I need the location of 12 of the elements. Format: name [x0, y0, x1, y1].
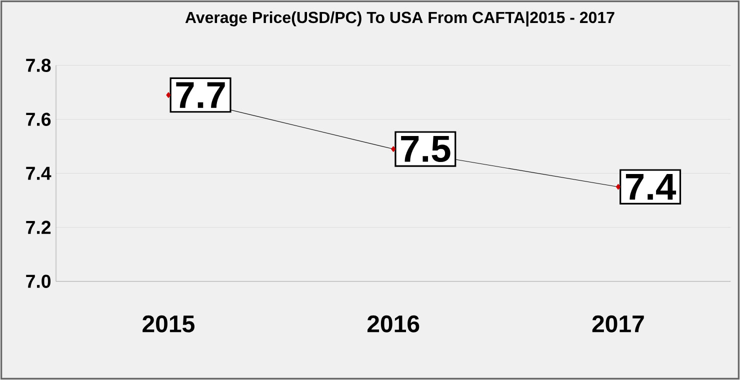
y-tick-label: 7.8	[26, 58, 51, 72]
data-label: 7.5	[401, 136, 450, 162]
x-tick-label: 2017	[592, 315, 644, 332]
y-tick-label: 7.2	[26, 220, 51, 234]
y-tick-label: 7.4	[26, 166, 52, 180]
data-label: 7.7	[176, 82, 225, 108]
y-tick-label: 7.0	[26, 274, 51, 288]
x-tick-label: 2016	[367, 315, 420, 332]
y-tick-label: 7.6	[26, 112, 51, 126]
chart-title: Average Price(USD/PC) To USA From CAFTA|2015 - 2017	[185, 11, 614, 27]
data-label: 7.4	[626, 174, 676, 200]
x-tick-label: 2015	[142, 315, 194, 332]
